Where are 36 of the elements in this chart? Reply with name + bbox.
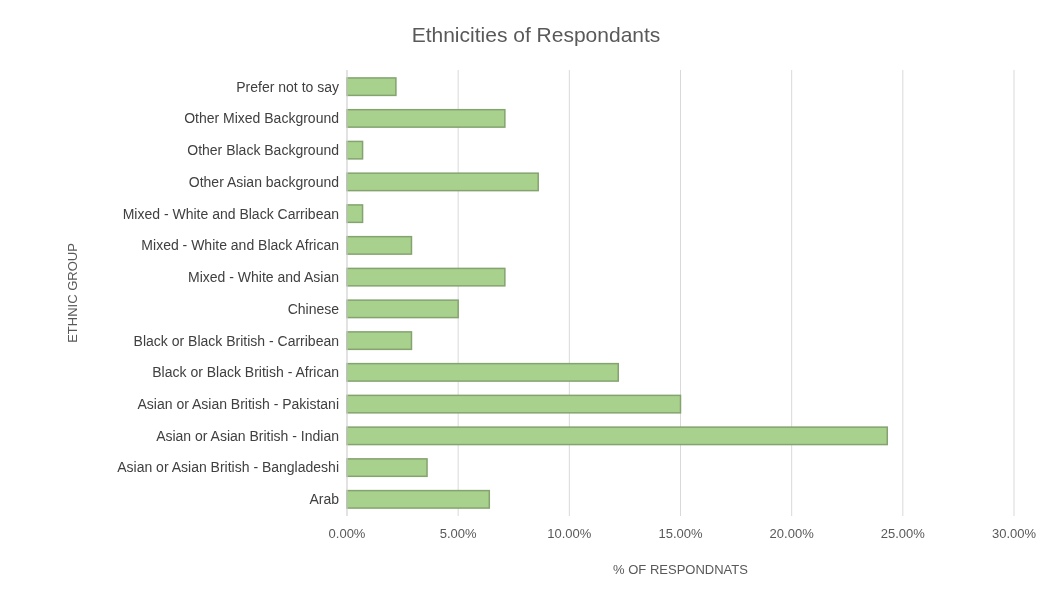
bar: [346, 77, 397, 97]
y-tick-label: Black or Black British - Carribean: [133, 332, 339, 349]
y-tick-label: Arab: [309, 491, 340, 508]
bar: [346, 267, 506, 287]
x-tick-label: 15.00%: [658, 526, 703, 541]
y-tick-label: Prefer not to say: [236, 78, 339, 95]
x-tick-label: 25.00%: [880, 526, 926, 541]
bar: [346, 394, 682, 414]
bar: [346, 362, 619, 382]
y-tick-label: Other Asian background: [188, 173, 339, 190]
chart-title: Ethnicities of Respondants: [411, 23, 661, 46]
x-tick-label: 30.00%: [991, 526, 1037, 541]
y-tick-label: Asian or Asian British - Indian: [156, 427, 339, 444]
bar: [346, 331, 413, 351]
bar: [346, 172, 539, 192]
y-tick-label: Other Black Background: [187, 142, 339, 159]
y-tick-label: Black or Black British - African: [152, 364, 339, 381]
bar: [346, 299, 459, 319]
y-tick-label: Asian or Asian British - Bangladeshi: [117, 459, 339, 476]
y-tick-label: Mixed - White and Black African: [141, 237, 339, 254]
x-tick-label: 20.00%: [769, 526, 815, 541]
y-tick-label: Chinese: [287, 300, 340, 317]
x-tick-label: 5.00%: [439, 526, 478, 541]
y-axis-title: ETHNIC GROUP: [65, 243, 81, 343]
bar: [346, 108, 506, 128]
bar: [346, 458, 428, 478]
x-axis-title: % OF RESPONDNATS: [613, 562, 749, 577]
y-tick-label: Asian or Asian British - Pakistani: [137, 396, 339, 412]
x-tick-label: 10.00%: [547, 526, 592, 541]
y-tick-label: Mixed - White and Black Carribean: [122, 205, 339, 222]
y-tick-label: Other Mixed Background: [184, 110, 339, 127]
bar: [346, 489, 491, 509]
bar: [346, 426, 889, 446]
y-tick-label: Mixed - White and Asian: [188, 269, 339, 286]
x-tick-label: 0.00%: [328, 526, 366, 541]
bar: [346, 235, 413, 255]
